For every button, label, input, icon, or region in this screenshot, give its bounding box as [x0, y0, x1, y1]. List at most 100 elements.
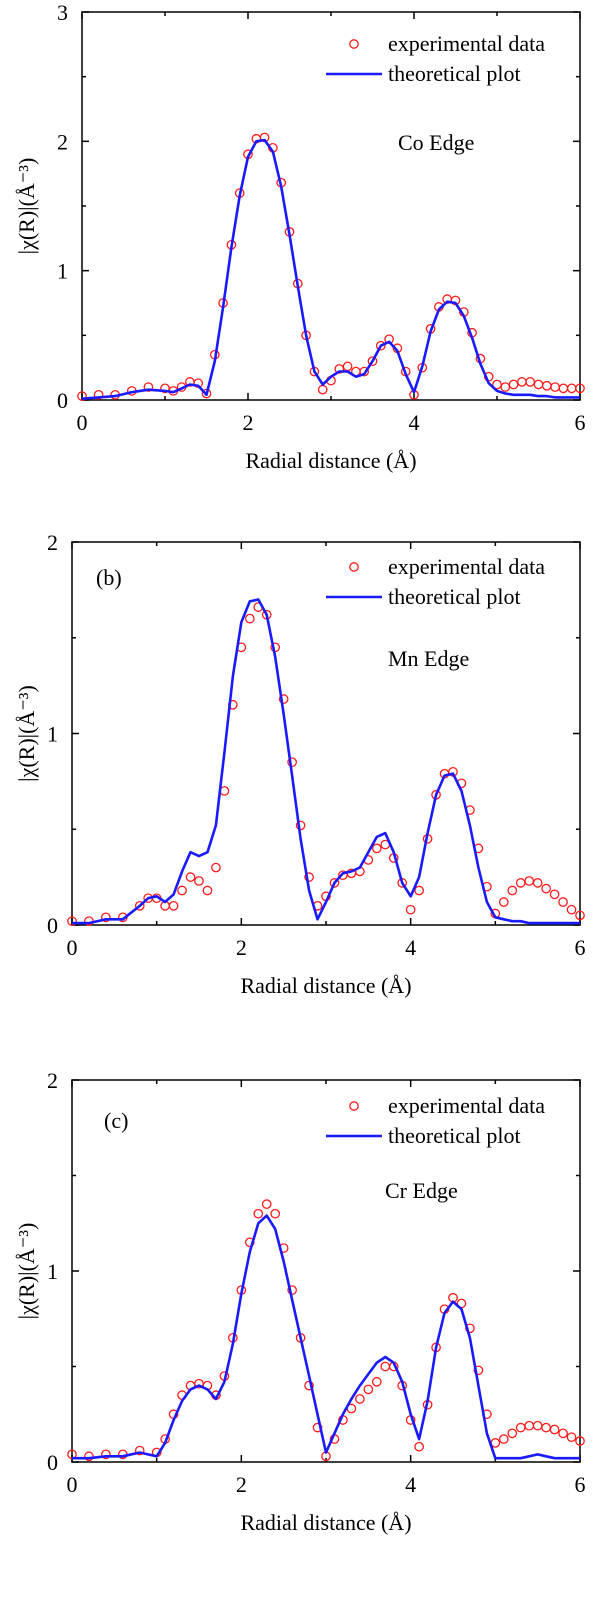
data-point: [194, 876, 204, 886]
data-point: [201, 388, 212, 399]
data-point: [177, 885, 187, 896]
data-point: [185, 872, 196, 882]
data-point: [541, 883, 551, 894]
data-point: [363, 1384, 374, 1395]
data-point: [375, 340, 386, 351]
x-tick-label: 6: [575, 935, 586, 960]
y-tick-label: 0: [57, 388, 68, 413]
data-point: [77, 391, 87, 401]
data-point: [134, 900, 145, 911]
data-point: [558, 383, 569, 394]
data-point: [558, 1428, 568, 1439]
series-line-theoretical: [72, 1214, 580, 1460]
x-tick-label: 4: [405, 935, 416, 960]
data-point: [270, 1208, 281, 1219]
data-point: [355, 1394, 365, 1404]
data-point: [515, 878, 526, 888]
panel-label: (b): [96, 565, 122, 590]
y-tick-label: 2: [57, 129, 68, 154]
data-point: [517, 377, 527, 387]
data-point: [367, 356, 378, 367]
data-point: [507, 885, 518, 896]
legend: experimental data theoretical plot: [326, 31, 545, 86]
data-point: [93, 389, 104, 400]
y-tick-label: 1: [47, 722, 58, 747]
series-line-theoretical: [81, 138, 580, 400]
data-point: [566, 1432, 577, 1443]
x-tick-label: 2: [236, 1472, 247, 1497]
data-point: [575, 1436, 585, 1446]
data-point: [532, 1420, 543, 1431]
data-point: [500, 382, 511, 392]
y-axis-title: |χ(R)|(Å⁻³): [14, 685, 39, 782]
data-point: [414, 1441, 424, 1452]
y-tick-label: 1: [47, 1259, 58, 1284]
data-point: [342, 361, 353, 372]
data-point: [317, 384, 328, 395]
data-point: [508, 379, 519, 390]
data-point: [261, 1199, 272, 1210]
legend-label: theoretical plot: [388, 61, 521, 86]
data-point: [244, 1237, 255, 1248]
data-point: [524, 876, 535, 886]
data-point: [371, 1376, 382, 1387]
y-tick-label: 0: [47, 913, 58, 938]
data-point: [575, 383, 585, 394]
data-point: [532, 878, 543, 888]
legend-circle-swatch: [349, 1101, 359, 1111]
data-point: [525, 377, 536, 387]
data-point: [524, 1420, 535, 1431]
y-tick-label: 1: [57, 259, 68, 284]
x-axis-title: Radial distance (Å): [240, 1510, 411, 1535]
legend-label: experimental data: [388, 31, 545, 56]
data-point: [515, 1422, 526, 1433]
panel-3: 0 2 4 6 0 1 2 Radial distance (Å) |χ(R)|(Å⁻³) exp…: [14, 1068, 586, 1535]
panel-2: 0 2 4 6 0 1 2 Radial distance (Å) |χ(R)|(Å⁻³) exp…: [14, 530, 586, 998]
legend: experimental data theoretical plot: [326, 554, 545, 609]
x-tick-label: 0: [77, 410, 88, 435]
data-point: [498, 897, 509, 907]
x-tick-label: 0: [67, 935, 78, 960]
data-point: [211, 862, 221, 873]
data-point: [143, 382, 154, 392]
y-tick-label: 3: [57, 0, 68, 25]
x-tick-label: 2: [243, 410, 254, 435]
data-point: [550, 382, 560, 392]
data-point: [134, 1445, 145, 1456]
legend-label: experimental data: [388, 554, 545, 579]
legend-circle-swatch: [349, 39, 359, 49]
data-point: [507, 1428, 518, 1439]
legend: experimental data theoretical plot: [326, 1093, 545, 1148]
data-point: [202, 885, 213, 896]
data-point: [405, 904, 416, 915]
data-point: [380, 1361, 391, 1372]
legend-circle-swatch: [349, 562, 359, 572]
series-line-theoretical: [72, 598, 580, 925]
data-point: [533, 379, 544, 390]
x-tick-label: 0: [67, 1472, 78, 1497]
data-point: [359, 366, 370, 377]
data-point: [549, 889, 560, 900]
data-point: [101, 1449, 111, 1460]
data-point: [244, 613, 255, 624]
data-point: [558, 897, 568, 907]
x-tick-label: 4: [405, 1472, 416, 1497]
y-tick-label: 0: [47, 1450, 58, 1475]
x-tick-label: 2: [236, 935, 247, 960]
edge-annotation: Cr Edge: [385, 1178, 458, 1203]
y-axis-title: |χ(R)|(Å⁻³): [14, 158, 39, 255]
data-point: [84, 1451, 94, 1462]
x-axis-title: Radial distance (Å): [240, 973, 411, 998]
data-point: [304, 872, 314, 882]
data-point: [549, 1424, 560, 1435]
data-point: [473, 1365, 484, 1376]
data-point: [498, 1434, 509, 1444]
data-point: [414, 885, 424, 896]
x-axis-title: Radial distance (Å): [245, 448, 416, 473]
data-point: [329, 878, 340, 888]
x-tick-label: 4: [409, 410, 420, 435]
x-tick-label: 6: [575, 410, 586, 435]
data-point: [541, 1422, 551, 1433]
legend-label: experimental data: [388, 1093, 545, 1118]
